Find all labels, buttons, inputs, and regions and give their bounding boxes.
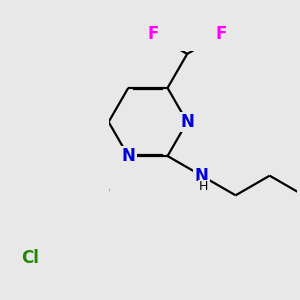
- Text: Cl: Cl: [21, 249, 39, 267]
- Text: F: F: [148, 25, 159, 43]
- Text: N: N: [195, 167, 208, 185]
- Text: N: N: [180, 113, 194, 131]
- Text: F: F: [215, 25, 227, 43]
- Text: H: H: [199, 180, 208, 193]
- Text: N: N: [121, 147, 135, 165]
